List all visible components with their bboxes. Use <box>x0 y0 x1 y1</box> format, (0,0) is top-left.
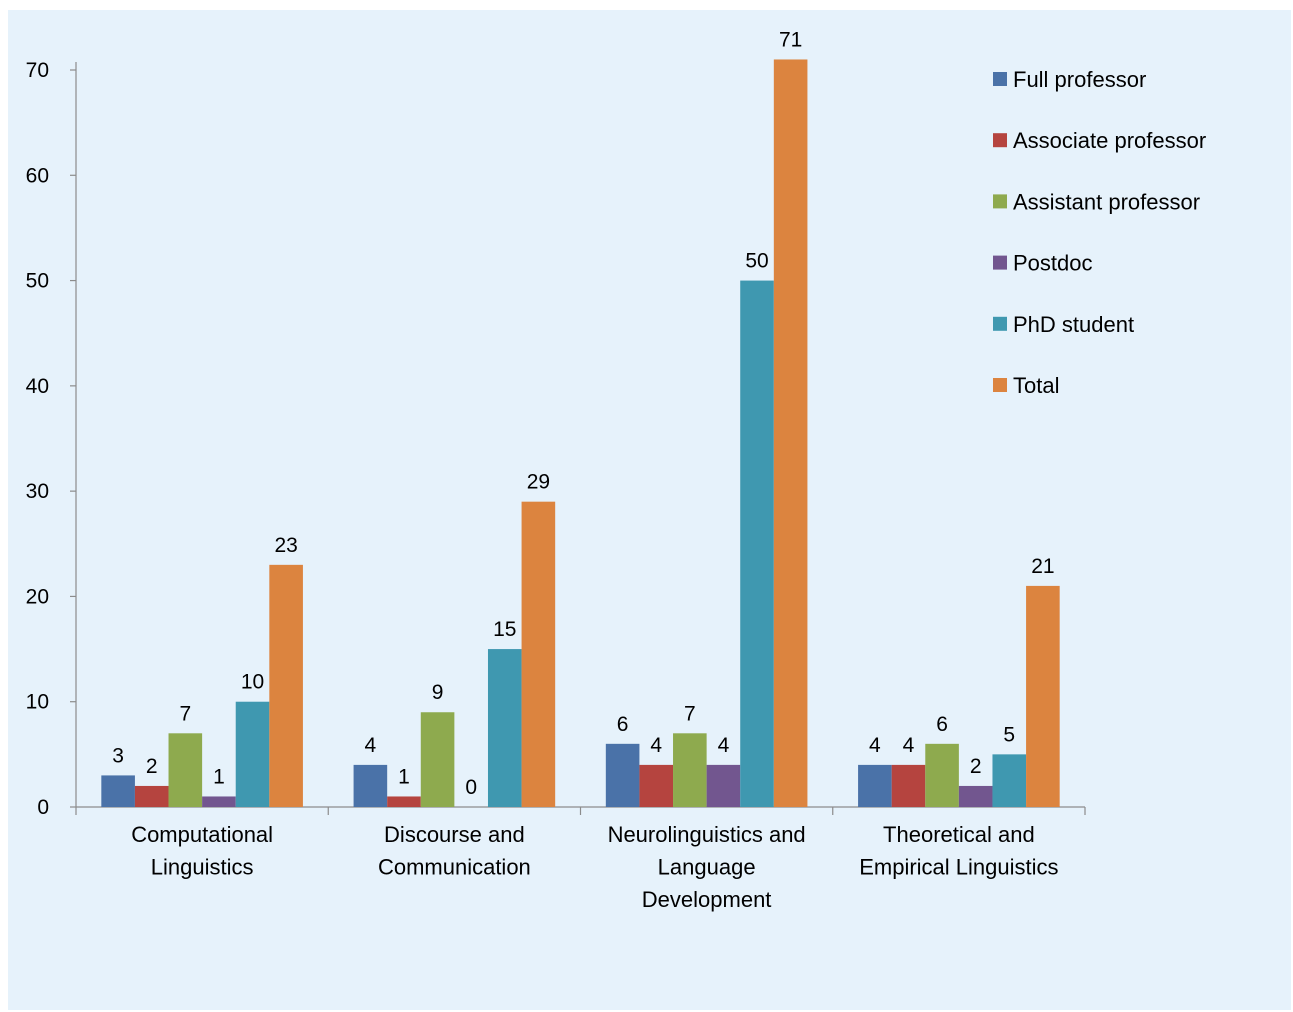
bar-phd-student <box>487 649 522 807</box>
legend-label: PhD student <box>1013 312 1134 337</box>
y-tick-label: 50 <box>26 270 49 293</box>
data-label: 23 <box>274 534 297 557</box>
y-tick-label: 70 <box>26 59 49 82</box>
y-tick-label: 0 <box>37 796 49 819</box>
y-tick-label: 20 <box>26 585 49 608</box>
legend-label: Associate professor <box>1013 128 1206 153</box>
x-category-label-line: Discourse and <box>384 822 525 847</box>
data-label: 4 <box>903 734 915 757</box>
legend-swatch <box>993 316 1007 331</box>
legend-label: Assistant professor <box>1013 189 1200 214</box>
bar-associate-professor <box>639 764 674 807</box>
legend-label: Total <box>1013 373 1059 398</box>
x-category-label-line: Development <box>642 887 772 912</box>
legend-swatch <box>993 194 1007 209</box>
x-category-label: Theoretical and Empirical Linguistics <box>859 822 1058 880</box>
legend-label: Full professor <box>1013 67 1146 92</box>
bar-assistant-professor <box>420 712 455 807</box>
bar-total <box>521 501 556 807</box>
legend-swatch <box>993 133 1007 148</box>
chart-area <box>8 10 1291 1010</box>
bar-assistant-professor <box>925 743 959 807</box>
x-category-label-line: Language <box>658 855 756 880</box>
bar-full-professor <box>605 743 640 807</box>
bar-full-professor <box>101 775 135 807</box>
data-label: 29 <box>527 471 550 494</box>
data-label: 21 <box>1031 555 1054 578</box>
data-label: 4 <box>650 734 662 757</box>
bar-phd-student <box>740 280 774 808</box>
x-category-label: Neurolinguistics and Language Development <box>608 822 806 912</box>
data-label: 2 <box>970 755 982 778</box>
y-tick-label: 60 <box>26 164 49 187</box>
data-label: 15 <box>493 618 516 641</box>
x-category-label: Computational Linguistics <box>131 822 273 880</box>
x-category-label: Discourse and Communication <box>378 822 531 880</box>
bar-full-professor <box>353 764 388 807</box>
data-label: 7 <box>684 702 696 725</box>
data-label: 6 <box>617 713 629 736</box>
data-label: 7 <box>179 702 191 725</box>
bar-postdoc <box>202 796 236 807</box>
bar-postdoc <box>706 764 741 807</box>
data-label: 9 <box>432 681 444 704</box>
bar-phd-student <box>235 701 270 807</box>
bar-total <box>773 59 808 807</box>
x-category-label-line: Theoretical and <box>883 822 1035 847</box>
x-category-label-line: Communication <box>378 855 531 880</box>
bar-associate-professor <box>134 785 169 807</box>
data-label: 1 <box>213 765 225 788</box>
bar-associate-professor <box>891 764 926 807</box>
x-category-label-line: Computational <box>131 822 273 847</box>
data-label: 2 <box>146 755 158 778</box>
x-category-label-line: Empirical Linguistics <box>859 855 1058 880</box>
legend-swatch <box>993 255 1007 270</box>
y-tick-label: 10 <box>26 691 49 714</box>
data-label: 3 <box>112 744 124 767</box>
data-label: 6 <box>936 713 948 736</box>
bar-total <box>269 564 303 807</box>
x-category-label-line: Linguistics <box>151 855 254 880</box>
legend-label: Postdoc <box>1013 251 1093 276</box>
data-label: 10 <box>241 671 264 694</box>
bar-associate-professor <box>387 796 421 807</box>
bar-phd-student <box>992 754 1027 807</box>
legend-swatch <box>993 72 1007 86</box>
bar-total <box>1026 585 1060 807</box>
data-label: 4 <box>718 734 730 757</box>
legend-swatch <box>993 378 1007 392</box>
x-category-label-line: Neurolinguistics and <box>608 822 806 847</box>
data-label: 1 <box>398 765 410 788</box>
bar-postdoc <box>958 785 993 807</box>
data-label: 0 <box>465 776 477 799</box>
data-label: 50 <box>745 250 768 273</box>
data-label: 4 <box>869 734 881 757</box>
data-label: 4 <box>365 734 377 757</box>
y-tick-label: 40 <box>26 375 49 398</box>
bar-assistant-professor <box>673 733 707 807</box>
data-label: 5 <box>1003 723 1015 746</box>
bar-full-professor <box>858 764 892 807</box>
bar-assistant-professor <box>168 733 203 807</box>
data-label: 71 <box>779 28 802 51</box>
y-tick-label: 30 <box>26 480 49 503</box>
